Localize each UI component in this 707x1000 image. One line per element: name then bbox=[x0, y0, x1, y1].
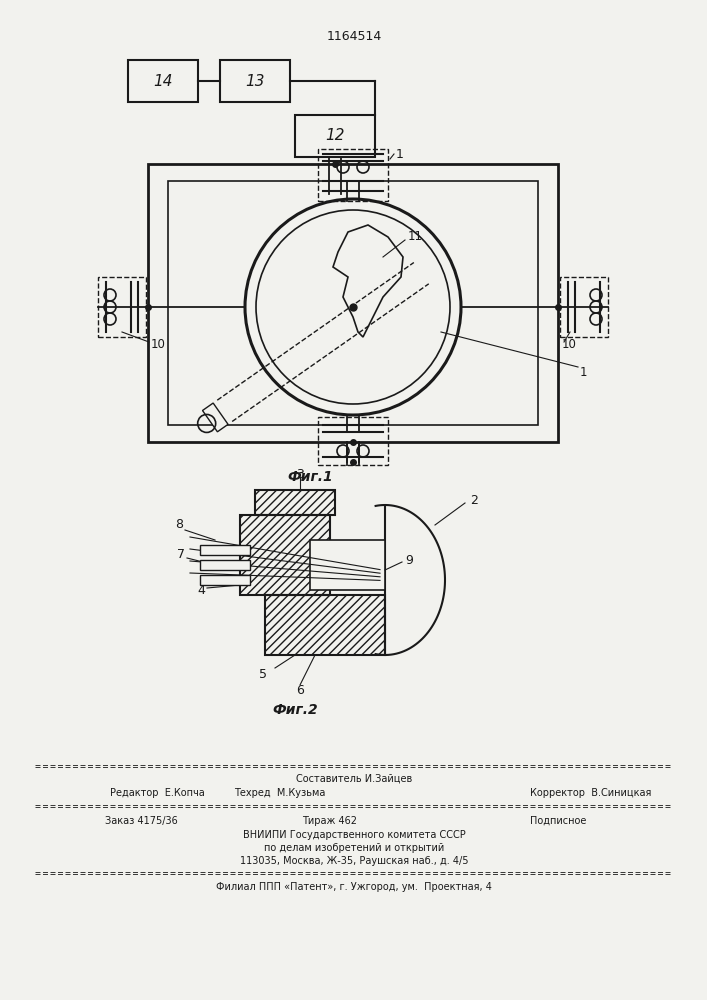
Bar bbox=[318, 149, 388, 201]
Text: Корректор  В.Синицкая: Корректор В.Синицкая bbox=[530, 788, 651, 798]
Polygon shape bbox=[200, 560, 250, 570]
Text: Редактор  Е.Копча: Редактор Е.Копча bbox=[110, 788, 205, 798]
Text: ВНИИПИ Государственного комитета СССР: ВНИИПИ Государственного комитета СССР bbox=[243, 830, 465, 840]
Bar bbox=[295, 115, 375, 157]
Text: 5: 5 bbox=[259, 668, 267, 682]
Text: 9: 9 bbox=[405, 554, 413, 566]
Text: 1164514: 1164514 bbox=[327, 30, 382, 43]
Text: 4: 4 bbox=[197, 584, 205, 596]
Bar bbox=[310, 540, 385, 590]
Text: по делам изобретений и открытий: по делам изобретений и открытий bbox=[264, 843, 444, 853]
Polygon shape bbox=[200, 545, 250, 555]
Text: 1: 1 bbox=[580, 365, 588, 378]
Text: 13: 13 bbox=[245, 74, 264, 89]
Bar bbox=[265, 595, 385, 655]
Text: Подписное: Подписное bbox=[530, 816, 586, 826]
Text: 12: 12 bbox=[325, 128, 345, 143]
Text: 10: 10 bbox=[562, 338, 577, 352]
Bar bbox=[560, 277, 608, 337]
Text: Техред  М.Кузьма: Техред М.Кузьма bbox=[234, 788, 326, 798]
Text: Заказ 4175/36: Заказ 4175/36 bbox=[105, 816, 177, 826]
Polygon shape bbox=[202, 403, 228, 432]
Bar bbox=[240, 515, 330, 595]
Text: 6: 6 bbox=[296, 684, 304, 696]
Bar bbox=[168, 181, 538, 425]
Text: Составитель И.Зайцев: Составитель И.Зайцев bbox=[296, 774, 412, 784]
Text: 10: 10 bbox=[151, 338, 166, 352]
Text: Фиг.2: Фиг.2 bbox=[272, 703, 318, 717]
Text: 2: 2 bbox=[470, 493, 478, 506]
Text: Фиг.1: Фиг.1 bbox=[287, 470, 333, 484]
Bar bbox=[220, 60, 290, 102]
Bar bbox=[255, 490, 335, 515]
Text: 8: 8 bbox=[175, 518, 183, 532]
Text: Тираж 462: Тираж 462 bbox=[303, 816, 358, 826]
Text: 3: 3 bbox=[296, 468, 304, 482]
Bar bbox=[318, 417, 388, 465]
Bar bbox=[128, 60, 198, 102]
Text: 11: 11 bbox=[408, 231, 423, 243]
Text: 1: 1 bbox=[396, 147, 404, 160]
Text: 7: 7 bbox=[177, 548, 185, 562]
Polygon shape bbox=[200, 575, 250, 585]
Text: 113035, Москва, Ж-35, Раушская наб., д. 4/5: 113035, Москва, Ж-35, Раушская наб., д. … bbox=[240, 856, 468, 866]
Text: 14: 14 bbox=[153, 74, 173, 89]
Text: Филиал ППП «Патент», г. Ужгород, ум.  Проектная, 4: Филиал ППП «Патент», г. Ужгород, ум. Про… bbox=[216, 882, 492, 892]
Bar bbox=[98, 277, 146, 337]
Bar bbox=[148, 164, 558, 442]
